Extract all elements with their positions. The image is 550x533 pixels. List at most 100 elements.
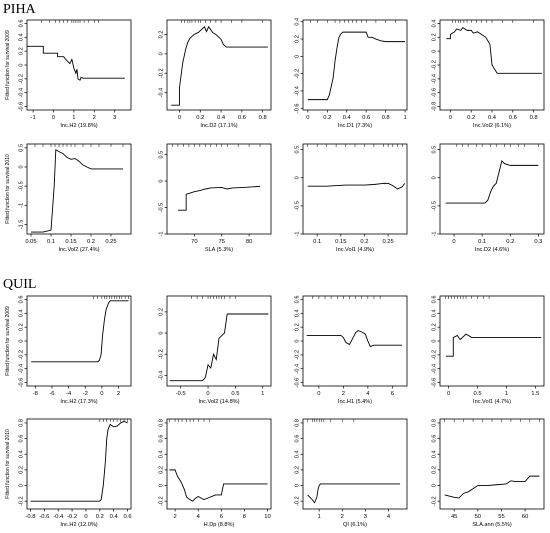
y-tick-label: 0.4	[19, 309, 25, 317]
y-tick-label: -0.5	[295, 201, 301, 211]
chart-panel-5: -1.5 -1 -0.5 0 0.5 0.05 0.1 0.15 0.2 0.25 Inc.Vol2…	[5, 143, 132, 253]
x-tick-label: 3	[364, 514, 367, 520]
chart-panel-11: -0.6 -0.4 -0.2 0 0.2 0.4 0.6 0 2 4 6 Inc.H1 (5.4%)	[295, 295, 408, 405]
x-tick-label: 0.4	[488, 115, 497, 121]
y-axis-label: Fitted function for survival 2009	[5, 30, 11, 100]
x-tick-label: 0.6	[238, 115, 246, 121]
plot-frame	[439, 295, 545, 387]
x-tick-label: 0.3	[534, 239, 542, 245]
chart-panel-13: -0.200.20.40.60.8-0.8 -0.6 -0.4 -0.2 0 0.2 0.4…	[5, 418, 132, 528]
x-tick-label: 6	[220, 514, 223, 520]
fitted-line	[307, 182, 406, 190]
y-tick-label: -1	[159, 232, 165, 237]
y-tick-label: 0.6	[295, 435, 301, 443]
fitted-line	[31, 300, 129, 363]
plot-frame	[26, 418, 132, 510]
chart-panel-7: -1 -0.5 0 0.5 0.1 0.15 0.2 0.25 Inc.Vol1 (4.9%)	[295, 143, 408, 253]
chart-panel-12: -0.6 -0.4 -0.2 0 0.2 0.4 0.6 0 0.5 1 1.5 Inc.Vol1 (…	[432, 295, 545, 405]
plot-frame	[166, 19, 272, 111]
x-axis-label: Inc.Vol2 (27.4%)	[58, 247, 99, 253]
chart-panel-9: -0.6 -0.4 -0.2 0 0.2 0.4 0.6 -8 -6 -4 -2 0 2 Inc.H2 (…	[5, 296, 132, 405]
y-tick-label: -0.4	[432, 364, 438, 374]
y-tick-label: 0	[295, 484, 301, 487]
x-axis-label: Inc.H1 (5.4%)	[338, 399, 372, 405]
section-title-piha: PIHA	[3, 2, 36, 17]
x-tick-label: -4	[66, 391, 72, 397]
x-axis-label: Inc.D2 (17.1%)	[200, 123, 237, 129]
x-tick-label: -0.6	[39, 514, 49, 520]
y-tick-label: 0.2	[159, 466, 165, 474]
y-axis-label: Fitted function for survival 2010	[5, 154, 11, 224]
fitted-line	[27, 45, 125, 81]
y-tick-label: 0.2	[432, 33, 438, 41]
x-tick-label: 0.2	[360, 239, 368, 245]
x-tick-label: 0.1	[313, 239, 321, 245]
x-tick-label: 75	[219, 239, 225, 245]
y-tick-label: -0.2	[159, 349, 165, 359]
y-tick-label: 0.4	[432, 20, 438, 28]
x-axis-label: Inc.H2 (19.8%)	[60, 123, 97, 129]
x-tick-label: 0.25	[382, 239, 393, 245]
y-tick-label: 0.2	[432, 466, 438, 474]
y-tick-label: -0.4	[159, 88, 165, 98]
x-tick-label: 1	[72, 115, 75, 121]
x-tick-label: 0	[206, 391, 209, 397]
x-tick-label: 3	[113, 115, 116, 121]
x-tick-label: 2	[341, 514, 344, 520]
x-tick-label: 60	[522, 514, 528, 520]
y-tick-label: 0.5	[295, 146, 301, 154]
y-tick-label: -0.6	[295, 103, 301, 113]
x-tick-label: 55	[498, 514, 504, 520]
plot-frame	[166, 418, 272, 510]
y-tick-label: 0.4	[432, 450, 438, 458]
x-tick-label: -2	[83, 391, 88, 397]
y-tick-label: 0	[19, 484, 25, 487]
chart-panel-3: -0.6 -0.4 -0.2 0 0.2 0.4 0 0.2 0.4 0.6 0.8 1 Inc.D1 …	[295, 18, 408, 129]
chart-panel-8: -1 -0.5 0 0.5 0 0.1 0.2 0.3 Inc.D2 (4.6%)	[432, 143, 545, 253]
x-tick-label: 0.05	[25, 239, 36, 245]
y-tick-label: 0.6	[432, 296, 438, 304]
y-tick-label: 0.8	[19, 419, 25, 427]
y-tick-label: 0.2	[295, 35, 301, 43]
plot-frame	[26, 143, 132, 235]
y-tick-label: 0.6	[159, 435, 165, 443]
x-axis-label: QI (6.1%)	[343, 522, 367, 528]
x-tick-label: 0.6	[362, 115, 370, 121]
fitted-line	[445, 333, 542, 357]
x-tick-label: 0.1	[47, 239, 55, 245]
y-tick-label: 0.5	[432, 146, 438, 154]
x-tick-label: 0.2	[196, 115, 204, 121]
y-tick-label: -0.2	[159, 496, 165, 506]
chart-panel-2: -0.4 -0.2 0 0.2 0 0.2 0.4 0.6 0.8 Inc.D2 (17.1%)	[159, 19, 272, 129]
y-tick-label: 0	[295, 55, 301, 58]
y-tick-label: 0.8	[159, 419, 165, 427]
y-tick-label: 0.2	[19, 47, 25, 55]
y-tick-label: -0.5	[432, 201, 438, 211]
plot-frame	[302, 295, 408, 387]
x-tick-label: 10	[264, 514, 270, 520]
fitted-line	[307, 31, 406, 101]
x-tick-label: 2	[93, 115, 96, 121]
y-tick-label: 0.4	[432, 309, 438, 317]
y-tick-label: 0.2	[19, 323, 25, 331]
x-tick-label: 0	[178, 115, 181, 121]
x-tick-label: 0.2	[467, 115, 475, 121]
y-tick-label: 0.8	[432, 419, 438, 427]
x-tick-label: -8	[33, 391, 38, 397]
y-tick-label: -0.2	[295, 69, 301, 79]
y-tick-label: -0.4	[295, 364, 301, 374]
y-tick-label: -0.6	[432, 378, 438, 388]
chart-panel-16: -0.2 0 0.2 0.4 0.6 0.8 45 50 55 60 SLA.ann (5.5%)	[432, 418, 545, 528]
y-tick-label: -1	[295, 232, 301, 237]
x-tick-label: 0	[306, 115, 309, 121]
y-tick-label: -0.2	[295, 496, 301, 506]
x-tick-label: 0.8	[530, 115, 538, 121]
x-tick-label: 0	[449, 115, 452, 121]
y-tick-label: -0.2	[432, 60, 438, 70]
y-tick-label: 0	[19, 339, 25, 342]
chart-panel-1: -0.6 -0.4 -0.2 0 0.2 0.4 0.6 -1 0 1 2 3 Inc.H2 (19.8…	[5, 20, 132, 129]
y-tick-label: -0.2	[432, 350, 438, 360]
y-tick-label: -0.6	[295, 378, 301, 388]
x-axis-label: Inc.Vol1 (4.9%)	[336, 247, 374, 253]
fitted-line	[171, 25, 268, 106]
